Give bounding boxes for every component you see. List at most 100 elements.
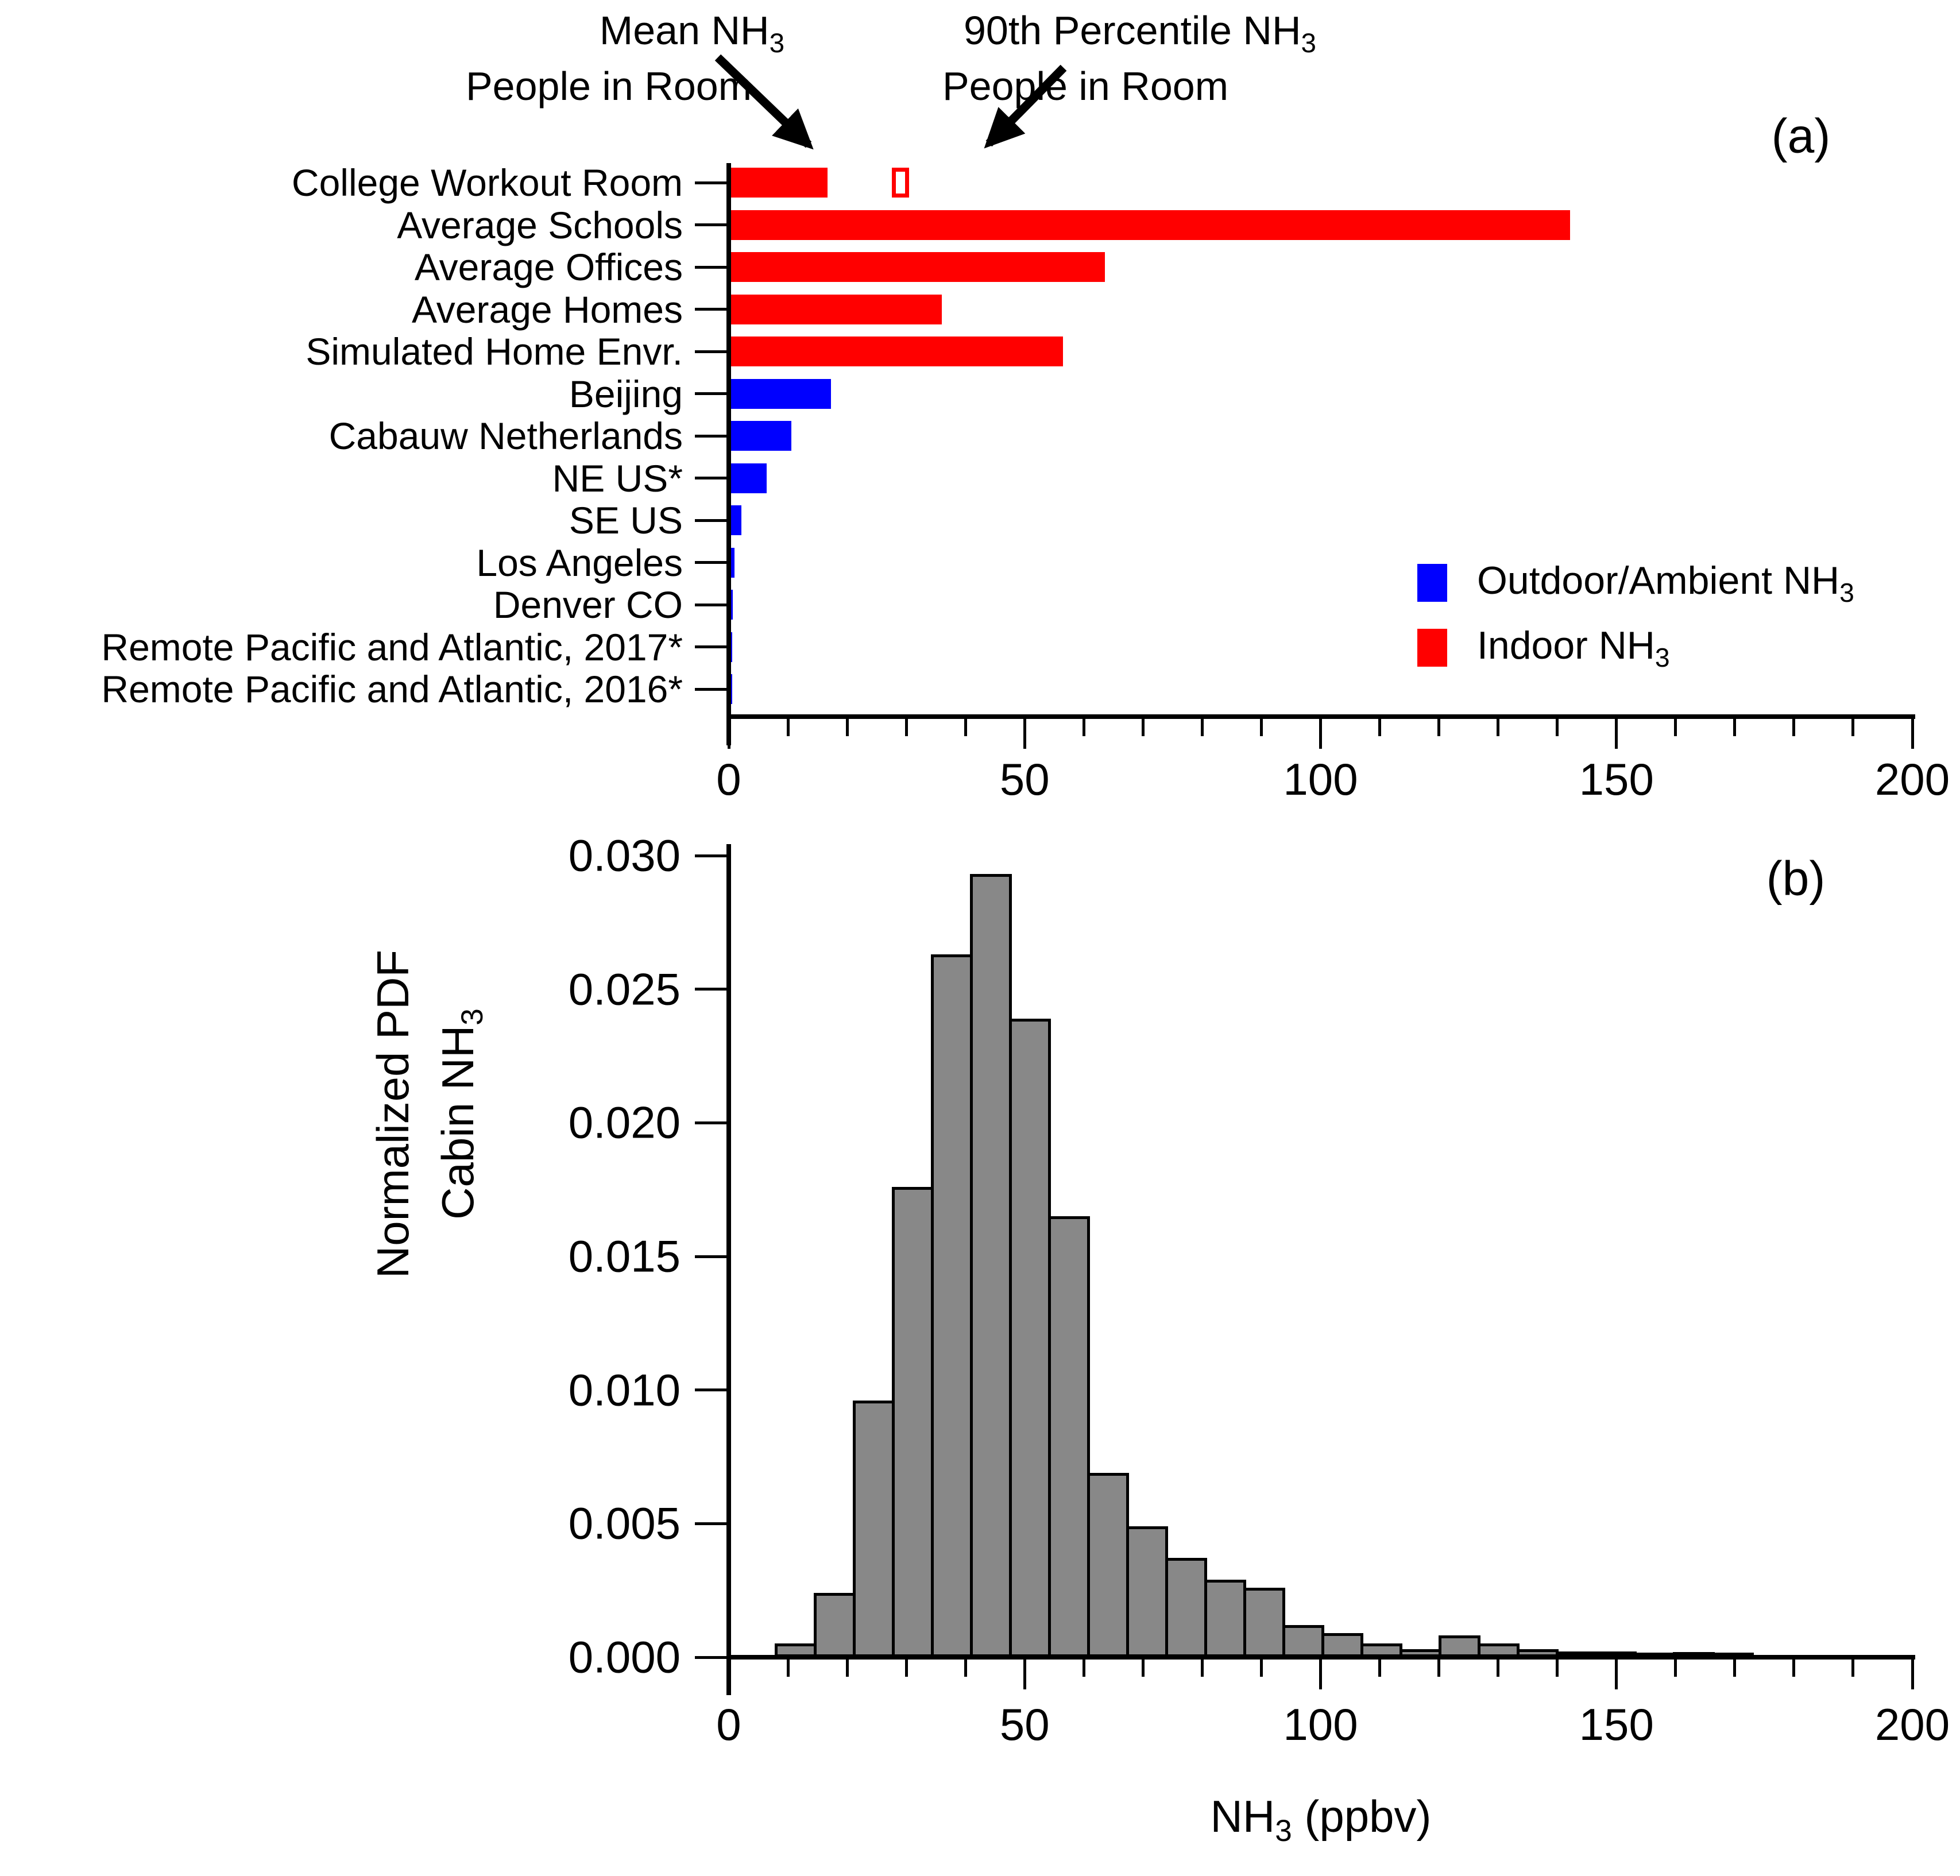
histogram-bar <box>1126 1526 1169 1657</box>
category-label: Cabauw Netherlands <box>328 415 683 457</box>
category-tick <box>695 223 726 226</box>
histogram-bar <box>852 1400 895 1657</box>
panel-b-x-tick <box>845 1660 849 1677</box>
outdoor-legend-label: Outdoor/Ambient NH3 <box>1477 559 1854 608</box>
panel-a-x-tick <box>1023 719 1026 749</box>
mean-bar <box>731 378 832 409</box>
annotation-mean-nh3: Mean NH3 <box>599 7 785 59</box>
panel-b-x-tick <box>1792 1660 1796 1677</box>
panel-b-x-tick-label: 150 <box>1579 1699 1654 1750</box>
panel-b-y-tick-label: 0.010 <box>568 1364 681 1415</box>
p90-marker <box>891 168 909 198</box>
mean-bar <box>731 294 942 324</box>
panel-b-y-tick-label: 0.000 <box>568 1631 681 1682</box>
panel-b-x-tick <box>1851 1660 1855 1677</box>
mean-bar <box>731 505 741 535</box>
panel-a-label: (a) <box>1771 109 1831 163</box>
category-label: Average Offices <box>414 246 683 288</box>
panel-b-y-tick <box>695 854 726 857</box>
category-tick <box>695 645 726 648</box>
mean-bar <box>731 590 733 620</box>
histogram-bar <box>1165 1558 1208 1657</box>
panel-a-x-tick <box>1674 719 1677 736</box>
panel-a-x-tick-label: 50 <box>999 754 1050 804</box>
category-tick <box>695 392 726 395</box>
panel-a-x-tick-label: 200 <box>1874 754 1950 804</box>
annotation-p90-people: People in Room <box>942 64 1229 109</box>
panel-a-x-tick <box>1437 719 1441 736</box>
panel-b-y-tick <box>695 988 726 991</box>
mean-bar <box>731 252 1105 282</box>
category-label: SE US <box>569 499 683 541</box>
category-tick <box>695 477 726 479</box>
panel-a-y-axis <box>726 163 731 745</box>
panel-b-x-tick <box>904 1660 908 1677</box>
panel-b-x-tick <box>1615 1660 1618 1689</box>
panel-a-x-tick <box>1141 719 1145 736</box>
category-tick <box>695 519 726 522</box>
panel-a-x-tick <box>1911 719 1914 749</box>
panel-a-x-tick-label: 150 <box>1579 754 1654 804</box>
histogram-bar <box>1204 1579 1247 1657</box>
category-tick <box>695 181 726 184</box>
panel-b-x-tick-label: 200 <box>1874 1699 1950 1750</box>
panel-b-x-tick <box>1911 1660 1914 1689</box>
panel-b-x-tick <box>1497 1660 1500 1677</box>
outdoor-legend-swatch <box>1417 564 1447 602</box>
panel-b-x-tick <box>1259 1660 1263 1677</box>
mean-bar <box>731 168 828 198</box>
histogram-bar <box>1282 1624 1325 1657</box>
panel-b-x-tick <box>1378 1660 1382 1677</box>
panel-b-x-tick <box>1437 1660 1441 1677</box>
category-label: Simulated Home Envr. <box>306 330 683 373</box>
panel-a-x-tick <box>727 719 730 749</box>
indoor-legend-swatch <box>1417 629 1447 667</box>
panel-b-x-tick <box>964 1660 967 1677</box>
panel-a-x-tick <box>1200 719 1204 736</box>
panel-b-y-tick-label: 0.030 <box>568 830 681 881</box>
panel-b-y-tick-label: 0.020 <box>568 1097 681 1148</box>
y-axis-label-line2: Cabin NH3 <box>432 1008 490 1220</box>
legend-item-indoor: Indoor NH3 <box>1417 623 1670 673</box>
histogram-bar <box>891 1186 934 1657</box>
panel-b-x-tick <box>1082 1660 1085 1677</box>
panel-a-x-tick <box>1259 719 1263 736</box>
panel-b-x-tick-label: 50 <box>999 1699 1050 1750</box>
panel-a-x-tick <box>1556 719 1559 736</box>
panel-a-x-tick <box>1378 719 1382 736</box>
histogram-bar <box>930 954 973 1657</box>
category-label: Denver CO <box>493 583 683 626</box>
panel-b-x-tick <box>1141 1660 1145 1677</box>
category-tick <box>695 350 726 353</box>
panel-a-x-tick <box>1082 719 1085 736</box>
panel-b-x-tick <box>727 1660 730 1689</box>
panel-b-y-tick-label: 0.005 <box>568 1498 681 1549</box>
histogram-bar <box>970 874 1012 1657</box>
x-axis-label: NH3 (ppbv) <box>1210 1791 1432 1848</box>
category-label: Average Schools <box>397 203 683 246</box>
panel-a-x-tick <box>1615 719 1618 749</box>
panel-b-y-tick-label: 0.025 <box>568 964 681 1015</box>
panel-a-x-tick <box>845 719 849 736</box>
category-tick <box>695 265 726 269</box>
y-axis-label-line1: Normalized PDF <box>368 949 419 1279</box>
category-tick <box>695 308 726 311</box>
category-label: Remote Pacific and Atlantic, 2017* <box>101 625 683 668</box>
panel-a-x-tick-label: 0 <box>716 754 741 804</box>
panel-b-x-tick-label: 0 <box>716 1699 741 1750</box>
category-label: Average Homes <box>411 288 683 331</box>
panel-b-y-tick <box>695 1522 726 1525</box>
indoor-legend-label: Indoor NH3 <box>1477 624 1670 672</box>
panel-a-x-tick <box>964 719 967 736</box>
panel-b-y-tick <box>695 1255 726 1258</box>
panel-a-x-axis <box>726 714 1915 719</box>
histogram-bar <box>1439 1635 1481 1657</box>
panel-b-y-tick-label: 0.015 <box>568 1231 681 1282</box>
panel-b-x-tick <box>1023 1660 1026 1689</box>
panel-b-y-tick <box>695 1121 726 1124</box>
mean-bar <box>731 210 1571 240</box>
histogram-bar <box>1087 1472 1130 1657</box>
panel-b-x-tick <box>786 1660 790 1677</box>
mean-bar <box>731 463 767 493</box>
